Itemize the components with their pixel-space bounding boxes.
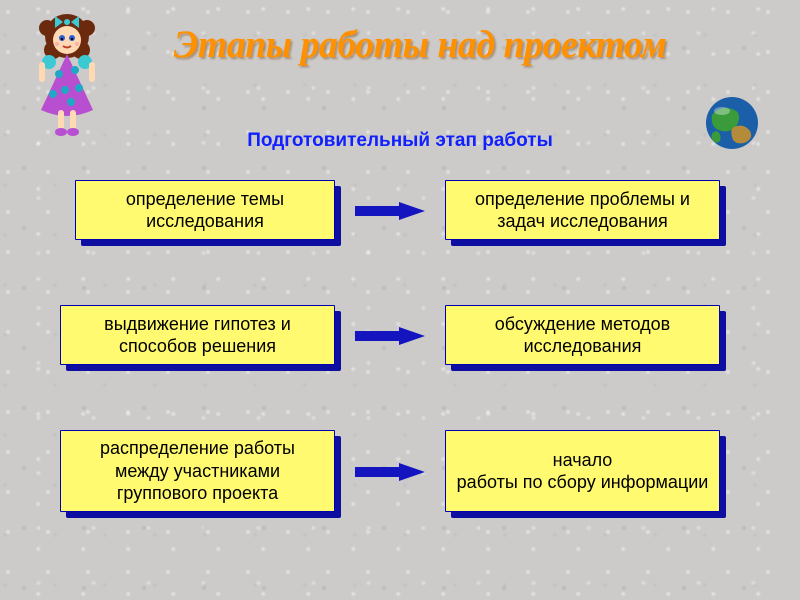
stage-box-1: определение темы исследования — [75, 180, 335, 240]
page-title: Этапы работы над проектом — [139, 22, 702, 67]
stage-box-label: определение темы исследования — [75, 180, 335, 240]
stage-box-label: выдвижение гипотез и способов решения — [60, 305, 335, 365]
cartoon-girl-icon — [25, 10, 109, 140]
stage-box-4: обсуждение методов исследования — [445, 305, 720, 365]
arrow-right-icon — [355, 463, 425, 481]
stage-box-3: выдвижение гипотез и способов решения — [60, 305, 335, 365]
stage-box-6: начало работы по сбору информации — [445, 430, 720, 512]
stage-box-2: определение проблемы и задач исследовани… — [445, 180, 720, 240]
stage-box-label: начало работы по сбору информации — [445, 430, 720, 512]
arrow-right-icon — [355, 327, 425, 345]
stage-box-label: определение проблемы и задач исследовани… — [445, 180, 720, 240]
arrow-right-icon — [355, 202, 425, 220]
stage-box-label: распределение работы между участниками г… — [60, 430, 335, 512]
stage-box-label: обсуждение методов исследования — [445, 305, 720, 365]
page-subtitle: Подготовительный этап работы — [0, 130, 800, 152]
stage-box-5: распределение работы между участниками г… — [60, 430, 335, 512]
